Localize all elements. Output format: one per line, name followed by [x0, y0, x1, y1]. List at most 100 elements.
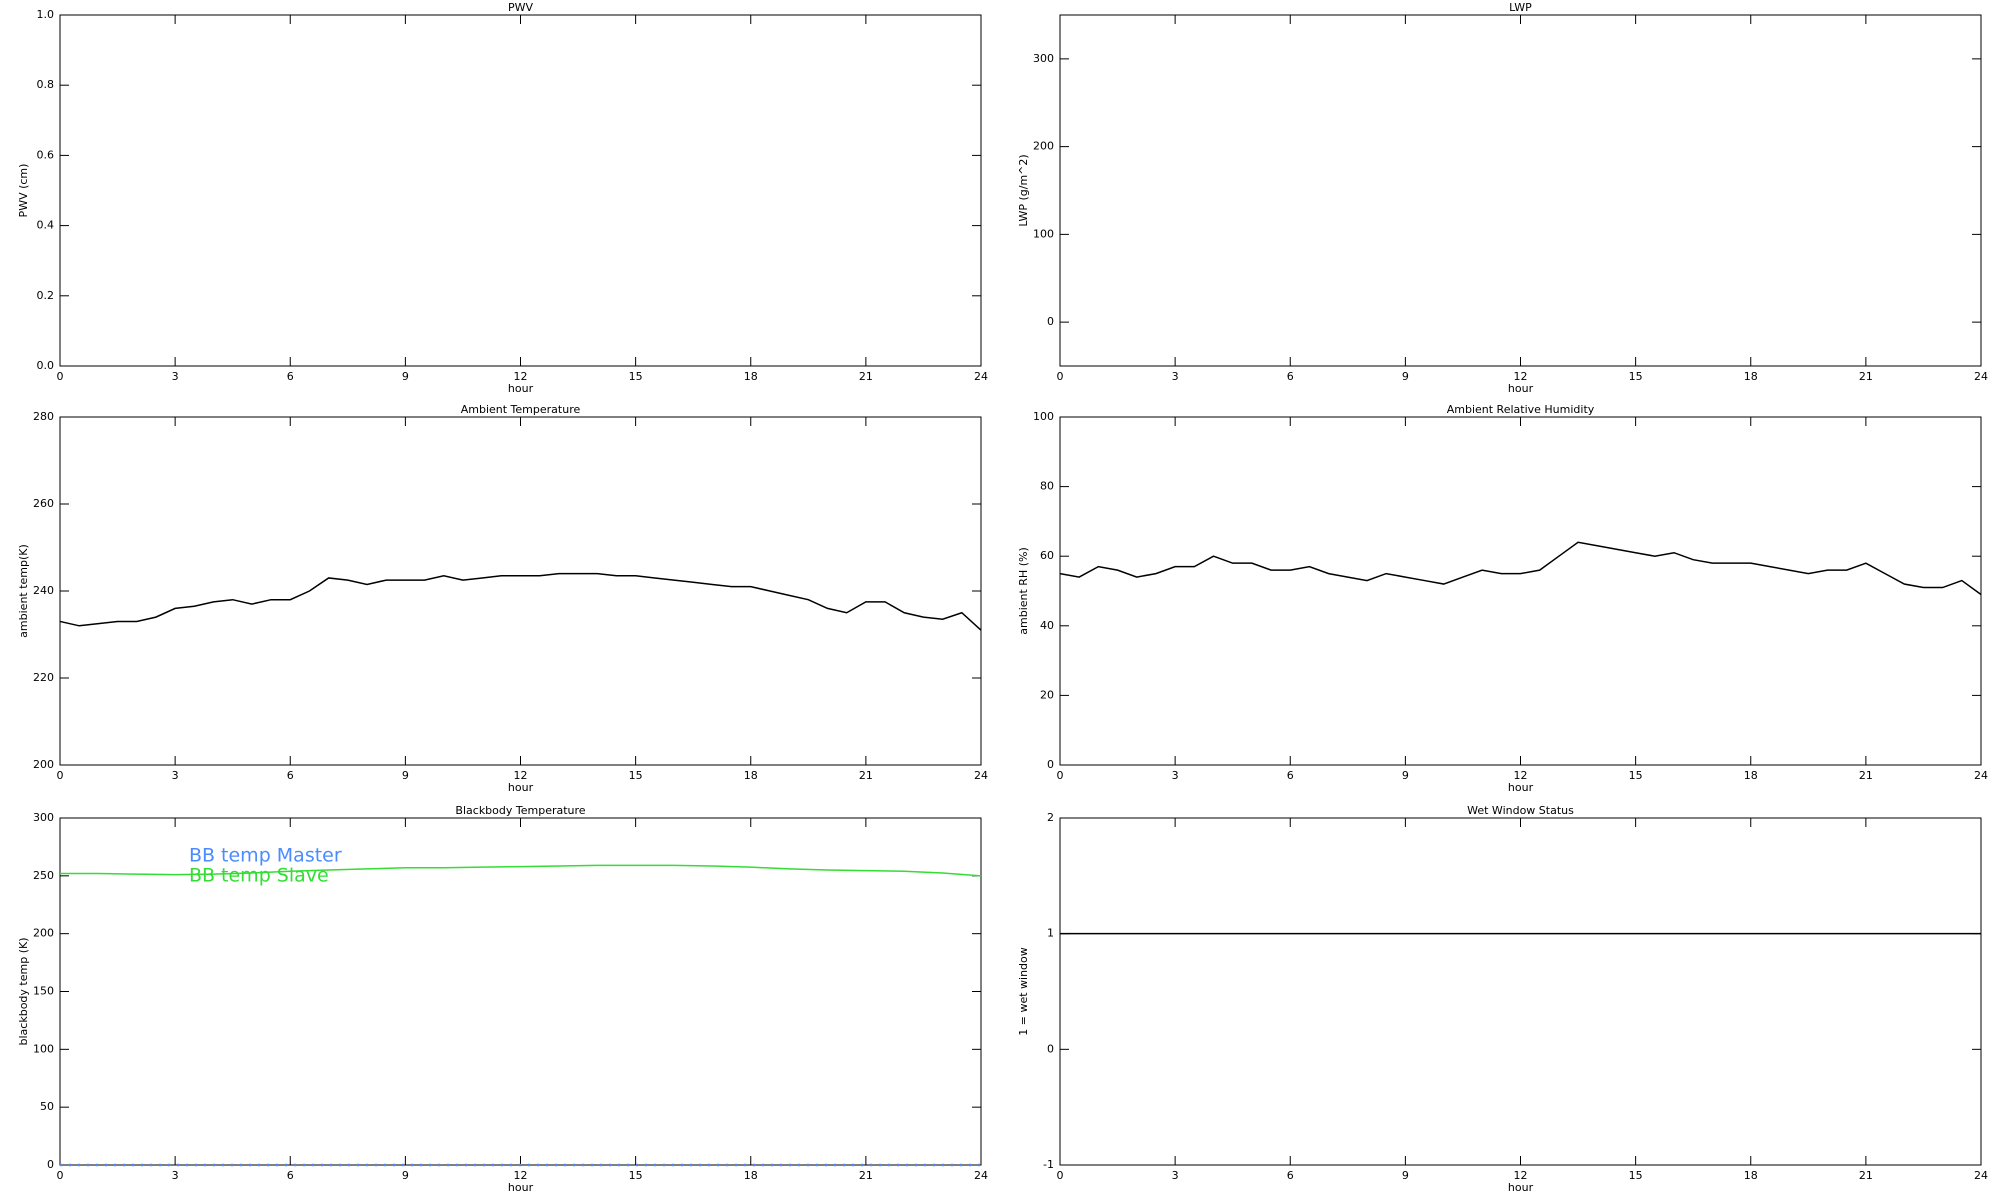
legend-entry: BB temp Master — [189, 845, 342, 867]
chart-panel: Blackbody Temperature hour blackbody temp … — [17, 804, 988, 1194]
x-tick-label: 18 — [744, 1169, 758, 1182]
y-tick-label: -1 — [1043, 1158, 1054, 1171]
x-axis-label: hour — [1508, 382, 1534, 395]
y-axis-label: ambient temp(K) — [17, 544, 30, 638]
y-axis-label: LWP (g/m^2) — [1017, 154, 1030, 226]
chart-title: LWP — [1509, 1, 1532, 14]
x-tick-label: 24 — [974, 769, 988, 782]
y-tick-label: 100 — [33, 1042, 54, 1055]
x-tick-label: 0 — [57, 1169, 64, 1182]
plot-frame — [59, 416, 982, 766]
x-tick-label: 21 — [859, 769, 873, 782]
y-tick-label: 220 — [33, 671, 54, 684]
plot-frame — [1059, 416, 1982, 766]
x-tick-label: 6 — [1287, 769, 1294, 782]
x-tick-label: 21 — [1859, 769, 1873, 782]
y-tick-label: 0.8 — [37, 78, 55, 91]
x-tick-label: 6 — [1287, 370, 1294, 383]
y-tick-label: 200 — [1033, 140, 1054, 153]
x-tick-label: 0 — [1057, 1169, 1064, 1182]
y-tick-label: 0.4 — [37, 219, 55, 232]
y-axis-label: PWV (cm) — [17, 164, 30, 218]
data-line — [1059, 541, 1982, 596]
x-tick-label: 3 — [1172, 1169, 1179, 1182]
plot-frame — [59, 14, 982, 367]
chart-panel: Ambient Temperature hour ambient temp(K) 0 3… — [17, 403, 988, 794]
x-tick-label: 18 — [1744, 370, 1758, 383]
y-tick-label: 0 — [1047, 315, 1054, 328]
x-tick-label: 12 — [514, 769, 528, 782]
x-tick-label: 15 — [629, 370, 643, 383]
x-tick-label: 21 — [1859, 370, 1873, 383]
x-axis-label: hour — [1508, 781, 1534, 794]
x-tick-label: 0 — [1057, 769, 1064, 782]
y-tick-label: 100 — [1033, 410, 1054, 423]
y-tick-label: 250 — [33, 869, 54, 882]
chart-title: Wet Window Status — [1467, 804, 1574, 817]
x-tick-label: 0 — [1057, 370, 1064, 383]
y-tick-label: 0 — [47, 1158, 54, 1171]
x-tick-label: 21 — [1859, 1169, 1873, 1182]
y-tick-label: 0.2 — [37, 289, 55, 302]
y-tick-label: 100 — [1033, 227, 1054, 240]
x-tick-label: 9 — [402, 1169, 409, 1182]
x-tick-label: 21 — [859, 1169, 873, 1182]
x-tick-label: 18 — [744, 769, 758, 782]
x-tick-label: 0 — [57, 769, 64, 782]
y-tick-label: 40 — [1040, 619, 1054, 632]
x-tick-label: 18 — [1744, 769, 1758, 782]
x-tick-label: 6 — [1287, 1169, 1294, 1182]
y-tick-label: 0.0 — [37, 359, 55, 372]
y-tick-label: 240 — [33, 584, 54, 597]
y-tick-label: 300 — [1033, 52, 1054, 65]
y-tick-label: 0 — [1047, 1042, 1054, 1055]
chart-title: Ambient Temperature — [461, 403, 581, 416]
x-tick-label: 12 — [514, 370, 528, 383]
x-axis-label: hour — [508, 1181, 534, 1194]
x-tick-label: 9 — [1402, 1169, 1409, 1182]
x-tick-label: 9 — [402, 370, 409, 383]
x-tick-label: 9 — [402, 769, 409, 782]
y-axis-label: 1 = wet window — [1017, 947, 1030, 1036]
y-axis-label: blackbody temp (K) — [17, 938, 30, 1046]
x-axis-label: hour — [508, 382, 534, 395]
plot-frame — [1059, 14, 1982, 367]
x-tick-label: 6 — [287, 769, 294, 782]
x-tick-label: 9 — [1402, 370, 1409, 383]
x-tick-label: 12 — [1514, 1169, 1528, 1182]
y-tick-label: 0 — [1047, 758, 1054, 771]
x-tick-label: 3 — [172, 370, 179, 383]
chart-title: Blackbody Temperature — [455, 804, 585, 817]
chart-title: Ambient Relative Humidity — [1447, 403, 1595, 416]
y-tick-label: 80 — [1040, 480, 1054, 493]
chart-title: PWV — [508, 1, 534, 14]
y-tick-label: 200 — [33, 758, 54, 771]
plot-frame — [1059, 817, 1982, 1166]
x-tick-label: 6 — [287, 370, 294, 383]
x-tick-label: 18 — [744, 370, 758, 383]
y-tick-label: 280 — [33, 410, 54, 423]
y-tick-label: 0.6 — [37, 148, 55, 161]
x-tick-label: 24 — [974, 1169, 988, 1182]
x-tick-label: 3 — [1172, 370, 1179, 383]
x-tick-label: 15 — [1629, 370, 1643, 383]
x-tick-label: 12 — [514, 1169, 528, 1182]
y-tick-label: 60 — [1040, 549, 1054, 562]
y-tick-label: 200 — [33, 927, 54, 940]
x-tick-label: 15 — [1629, 1169, 1643, 1182]
y-tick-label: 260 — [33, 497, 54, 510]
y-tick-label: 150 — [33, 985, 54, 998]
x-tick-label: 15 — [629, 1169, 643, 1182]
x-tick-label: 24 — [1974, 370, 1988, 383]
chart-panel: PWV hour PWV (cm) 0 3 6 9 12 15 18 21 24 0.0 0.2 0.4 0.… — [17, 1, 988, 395]
x-tick-label: 21 — [859, 370, 873, 383]
y-tick-label: 20 — [1040, 688, 1054, 701]
data-line — [59, 572, 982, 631]
x-tick-label: 3 — [1172, 769, 1179, 782]
y-tick-label: 50 — [40, 1100, 54, 1113]
x-tick-label: 24 — [974, 370, 988, 383]
x-tick-label: 15 — [629, 769, 643, 782]
chart-panel: Ambient Relative Humidity hour ambient RH … — [1017, 403, 1988, 794]
x-tick-label: 15 — [1629, 769, 1643, 782]
